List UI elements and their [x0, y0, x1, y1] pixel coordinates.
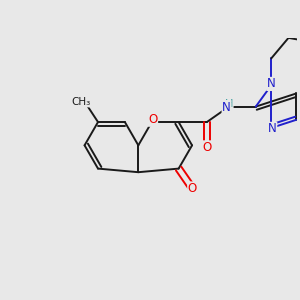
Text: N: N: [267, 77, 276, 90]
Text: N: N: [222, 100, 231, 114]
Text: O: O: [188, 182, 197, 195]
Text: H: H: [225, 99, 233, 109]
Text: CH₃: CH₃: [71, 97, 90, 107]
Text: N: N: [268, 122, 277, 135]
Text: O: O: [202, 141, 212, 154]
Text: O: O: [148, 113, 158, 126]
